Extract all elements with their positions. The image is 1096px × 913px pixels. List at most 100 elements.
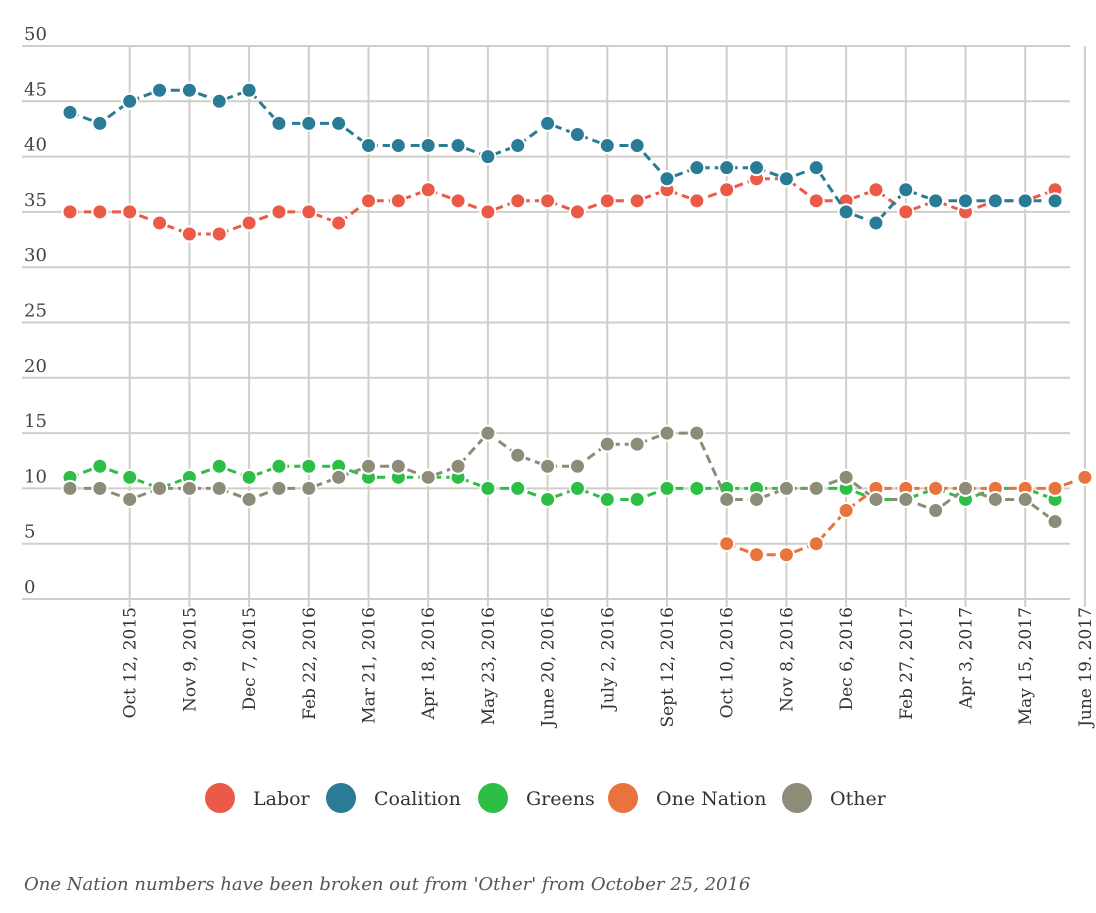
coalition-point <box>330 114 348 132</box>
one-nation-point <box>777 546 795 564</box>
coalition-point <box>837 203 855 221</box>
other-point <box>1016 490 1034 508</box>
labor-point <box>897 203 915 221</box>
coalition-point <box>927 192 945 210</box>
other-point <box>330 468 348 486</box>
x-tick-label: Feb 22, 2016 <box>300 607 320 720</box>
labor-point <box>61 203 79 221</box>
legend-label: Greens <box>526 788 595 810</box>
greens-point <box>270 457 288 475</box>
coalition-point <box>270 114 288 132</box>
labor-point <box>539 192 557 210</box>
coalition-point <box>598 137 616 155</box>
other-point <box>240 490 258 508</box>
one-nation-point <box>927 479 945 497</box>
series-coalition <box>61 81 1064 232</box>
coalition-point <box>897 181 915 199</box>
coalition-point <box>300 114 318 132</box>
y-tick-label: 5 <box>24 522 35 543</box>
one-nation-point <box>837 502 855 520</box>
other-point <box>837 468 855 486</box>
other-point <box>479 424 497 442</box>
labor-point <box>121 203 139 221</box>
labor-point <box>300 203 318 221</box>
labor-point <box>718 181 736 199</box>
one-nation-point <box>807 535 825 553</box>
other-point <box>151 479 169 497</box>
other-point <box>927 502 945 520</box>
other-point <box>598 435 616 453</box>
other-point <box>628 435 646 453</box>
coalition-point <box>748 159 766 177</box>
coalition-point <box>121 92 139 110</box>
labor-point <box>688 192 706 210</box>
coalition-point <box>479 148 497 166</box>
labor-point <box>91 203 109 221</box>
legend: Labor Coalition Greens One Nation Other <box>205 783 887 813</box>
footnote: One Nation numbers have been broken out … <box>24 874 751 895</box>
series-labor <box>61 170 1064 243</box>
coalition-point <box>419 137 437 155</box>
y-tick-label: 25 <box>24 301 47 322</box>
legend-item-one-nation: One Nation <box>608 783 766 813</box>
one-nation-point <box>1046 479 1064 497</box>
other-point <box>539 457 557 475</box>
y-tick-label: 35 <box>24 190 47 211</box>
greens-point <box>658 479 676 497</box>
greens-point <box>568 479 586 497</box>
labor-point <box>330 214 348 232</box>
other-point <box>91 479 109 497</box>
coalition-point <box>210 92 228 110</box>
coalition-point <box>509 137 527 155</box>
greens-swatch <box>478 783 508 813</box>
greens-point <box>509 479 527 497</box>
x-tick-label: May 15, 2017 <box>1016 607 1036 725</box>
x-tick-label: June 19. 2017 <box>1076 607 1096 729</box>
other-point <box>300 479 318 497</box>
labor-point <box>240 214 258 232</box>
labor-point <box>270 203 288 221</box>
labor-point <box>867 181 885 199</box>
labor-point <box>419 181 437 199</box>
coalition-point <box>628 137 646 155</box>
coalition-point <box>180 81 198 99</box>
y-tick-label: 50 <box>24 24 47 45</box>
other-point <box>807 479 825 497</box>
coalition-point <box>568 125 586 143</box>
legend-label: Coalition <box>374 788 461 810</box>
other-point <box>658 424 676 442</box>
labor-point <box>360 192 377 210</box>
coalition-point <box>240 81 258 99</box>
coalition-point <box>658 170 676 188</box>
other-swatch <box>782 783 812 813</box>
one-nation-point <box>1076 468 1094 486</box>
other-point <box>957 479 974 497</box>
greens-point <box>628 490 646 508</box>
x-tick-label: Sept 12, 2016 <box>658 607 678 728</box>
greens-point <box>240 468 258 486</box>
other-point <box>449 457 467 475</box>
x-tick-label: Dec 7, 2015 <box>240 607 260 711</box>
greens-point <box>688 479 706 497</box>
legend-label: Labor <box>253 788 311 810</box>
coalition-point <box>688 159 706 177</box>
coalition-point <box>986 192 1004 210</box>
other-point <box>509 446 527 464</box>
labor-swatch <box>205 783 235 813</box>
x-tick-label: Mar 21, 2016 <box>360 607 380 724</box>
other-point <box>748 490 766 508</box>
greens-point <box>91 457 109 475</box>
x-tick-label: July 2, 2016 <box>598 607 618 712</box>
labor-point <box>180 225 198 243</box>
labor-point <box>479 203 497 221</box>
y-tick-label: 20 <box>24 356 47 377</box>
labor-point <box>568 203 586 221</box>
x-tick-label: Oct 10, 2016 <box>718 607 738 718</box>
coalition-point <box>151 81 169 99</box>
y-tick-label: 0 <box>24 577 35 598</box>
y-tick-label: 45 <box>24 79 47 100</box>
y-tick-label: 30 <box>24 245 47 266</box>
labor-point <box>151 214 169 232</box>
x-tick-label: Oct 12, 2015 <box>121 607 141 718</box>
